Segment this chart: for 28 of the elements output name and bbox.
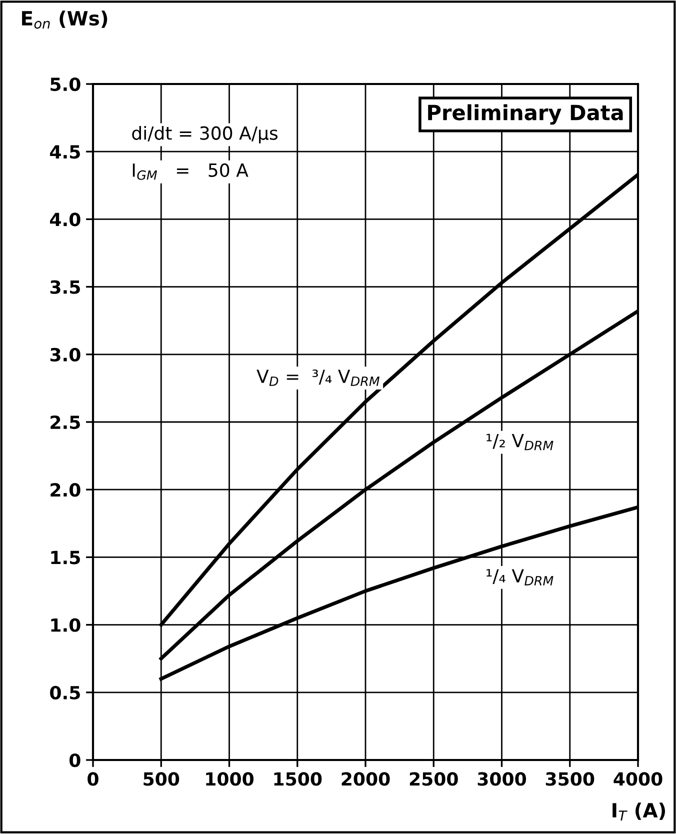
x-axis-title: I$_{T}$ (A) — [612, 802, 666, 821]
annotation: V$_{D}$ = ³/₄ V$_{DRM}$ — [256, 370, 380, 386]
y-tick-label: 5.0 — [50, 77, 80, 92]
y-tick-label: 1.5 — [51, 550, 80, 564]
text: I$_{GM}$ = 50 A — [132, 163, 248, 180]
x-tick-label: 2500 — [410, 772, 458, 786]
y-tick-label: 3.5 — [50, 280, 80, 294]
x-tick-label: 1500 — [274, 772, 322, 786]
y-axis-title: E$_{on}$ (Ws) — [22, 10, 108, 29]
x-tick-label: 3500 — [546, 772, 594, 786]
y-tick-label: 0 — [69, 753, 80, 768]
y-tick-label: 2.5 — [50, 415, 80, 430]
x-tick-label: 2000 — [342, 772, 390, 786]
x-tick-label: 1000 — [206, 772, 254, 786]
x-tick-label: 500 — [144, 772, 180, 786]
annotation: ¹/₂ V$_{DRM}$ — [486, 434, 554, 450]
y-tick-label: 1.0 — [51, 618, 80, 632]
annotation: Preliminary Data — [428, 104, 623, 125]
y-tick-label: 0.5 — [50, 686, 80, 700]
annotation: ¹/₄ V$_{DRM}$ — [486, 569, 554, 586]
y-tick-label: 3.0 — [50, 348, 80, 362]
y-tick-label: 4.0 — [50, 212, 80, 226]
x-tick-label: 0 — [88, 772, 98, 786]
y-tick-label: 4.5 — [50, 145, 80, 159]
x-tick-label: 4000 — [614, 772, 662, 786]
x-tick-label: 3000 — [478, 772, 526, 786]
y-tick-label: 2.0 — [50, 483, 80, 497]
annotation: di/dt = 300 A/μs — [132, 126, 278, 144]
